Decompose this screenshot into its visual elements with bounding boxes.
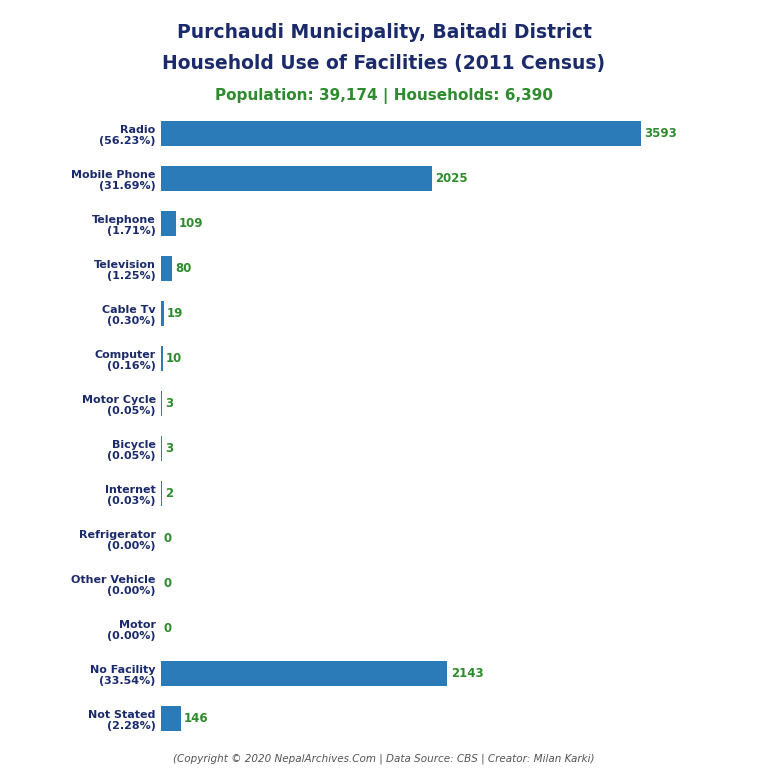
Text: 2025: 2025 [435, 172, 468, 185]
Text: 10: 10 [166, 353, 182, 366]
Text: 80: 80 [175, 263, 192, 275]
Bar [161, 346, 163, 371]
Bar [161, 121, 641, 146]
Text: 0: 0 [164, 532, 171, 545]
Text: 2143: 2143 [451, 667, 483, 680]
Text: 0: 0 [164, 622, 171, 635]
Text: Household Use of Facilities (2011 Census): Household Use of Facilities (2011 Census… [163, 54, 605, 73]
Text: 3: 3 [165, 397, 173, 410]
Text: 2: 2 [165, 487, 173, 500]
Text: Population: 39,174 | Households: 6,390: Population: 39,174 | Households: 6,390 [215, 88, 553, 104]
Text: Purchaudi Municipality, Baitadi District: Purchaudi Municipality, Baitadi District [177, 23, 591, 42]
Text: 3: 3 [165, 442, 173, 455]
Bar [161, 707, 180, 731]
Bar [161, 301, 164, 326]
Text: 19: 19 [167, 307, 184, 320]
Text: 0: 0 [164, 578, 171, 590]
Bar [161, 167, 432, 191]
Text: 109: 109 [179, 217, 204, 230]
Text: (Copyright © 2020 NepalArchives.Com | Data Source: CBS | Creator: Milan Karki): (Copyright © 2020 NepalArchives.Com | Da… [174, 753, 594, 764]
Bar [161, 257, 172, 281]
Text: 146: 146 [184, 712, 209, 725]
Text: 3593: 3593 [644, 127, 677, 141]
Bar [161, 661, 447, 686]
Bar [161, 211, 176, 237]
